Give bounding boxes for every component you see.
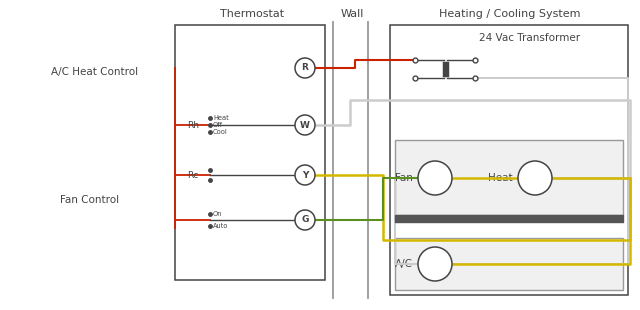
FancyBboxPatch shape [175,25,325,280]
Text: Heat: Heat [488,173,513,183]
Text: Wall: Wall [340,9,364,19]
Text: Fan Control: Fan Control [60,195,120,205]
Text: Off: Off [213,122,223,128]
Text: Fan: Fan [395,173,413,183]
Circle shape [295,58,315,78]
Text: Cool: Cool [213,129,228,135]
Text: Heating / Cooling System: Heating / Cooling System [439,9,580,19]
Circle shape [295,115,315,135]
Circle shape [418,247,452,281]
Text: Y: Y [302,170,308,179]
Text: Thermostat: Thermostat [220,9,284,19]
Circle shape [518,161,552,195]
FancyBboxPatch shape [395,140,623,215]
Text: Rc: Rc [187,170,198,179]
Text: On: On [213,211,223,217]
FancyBboxPatch shape [395,238,623,290]
Text: Auto: Auto [213,223,228,229]
Text: Heat: Heat [213,115,228,121]
Circle shape [295,210,315,230]
FancyBboxPatch shape [390,25,628,295]
Text: W: W [300,121,310,130]
Text: G: G [301,215,308,224]
Circle shape [418,161,452,195]
Circle shape [295,165,315,185]
Text: R: R [301,64,308,73]
Text: Rh: Rh [187,121,199,130]
Text: A/C: A/C [395,259,413,269]
Text: A/C Heat Control: A/C Heat Control [51,67,139,77]
Text: 24 Vac Transformer: 24 Vac Transformer [479,33,580,43]
